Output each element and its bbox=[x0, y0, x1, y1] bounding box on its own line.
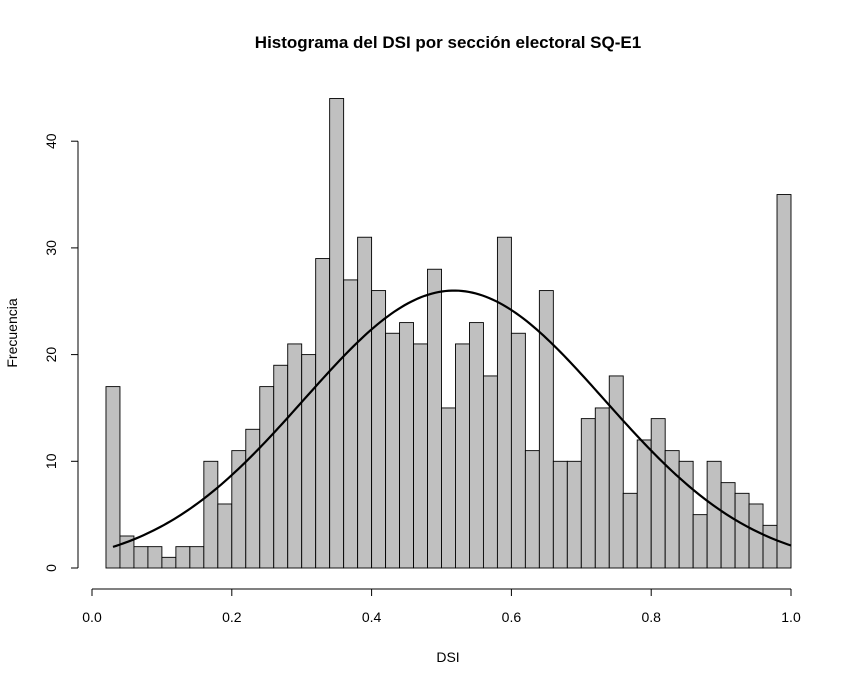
histogram-bar bbox=[552, 460, 568, 569]
histogram-bar bbox=[315, 258, 331, 569]
histogram-bar bbox=[371, 290, 387, 569]
histogram-bar bbox=[720, 482, 736, 569]
x-tick-label: 0.8 bbox=[641, 609, 661, 625]
histogram-bar bbox=[133, 546, 149, 569]
histogram-bar bbox=[203, 460, 219, 569]
histogram-bar bbox=[706, 460, 722, 569]
bars-group bbox=[105, 98, 792, 569]
histogram-bar bbox=[161, 556, 177, 569]
histogram-bar bbox=[566, 460, 582, 569]
y-tick-label: 0 bbox=[43, 564, 59, 572]
chart-title: Histograma del DSI por sección electoral… bbox=[255, 33, 641, 52]
histogram-bar bbox=[259, 386, 275, 569]
histogram-bar bbox=[594, 407, 610, 569]
histogram-bar bbox=[762, 524, 778, 569]
y-axis: 0 10 20 30 40 bbox=[43, 133, 79, 572]
histogram-bar bbox=[175, 546, 191, 569]
normal-density-curve bbox=[112, 289, 792, 548]
y-tick-label: 20 bbox=[43, 347, 59, 363]
histogram-bar bbox=[538, 290, 554, 569]
y-tick-label: 40 bbox=[43, 133, 59, 149]
x-tick-label: 0.6 bbox=[502, 609, 522, 625]
histogram-bar bbox=[399, 322, 414, 569]
histogram-bar bbox=[385, 332, 401, 569]
x-tick-label: 1.0 bbox=[781, 609, 801, 625]
histogram-bar bbox=[510, 332, 526, 569]
histogram-bar bbox=[413, 343, 428, 569]
histogram-bar bbox=[105, 386, 121, 569]
histogram-bar bbox=[357, 236, 373, 569]
histogram-bar bbox=[580, 418, 596, 569]
histogram-bar bbox=[748, 503, 764, 569]
histogram-bar bbox=[217, 503, 233, 569]
histogram-bar bbox=[734, 492, 750, 569]
histogram-bar bbox=[469, 322, 484, 569]
histogram-bar bbox=[678, 460, 694, 569]
histogram-bar bbox=[496, 236, 512, 569]
histogram-bar bbox=[287, 343, 303, 569]
y-tick-label: 10 bbox=[43, 453, 59, 469]
histogram-bar bbox=[650, 418, 666, 569]
y-axis-label: Frecuencia bbox=[4, 298, 20, 367]
x-tick-label: 0.4 bbox=[362, 609, 382, 625]
histogram-bar bbox=[427, 268, 442, 569]
histogram-bar bbox=[189, 546, 205, 569]
histogram-bar bbox=[343, 279, 359, 569]
histogram-bar bbox=[301, 354, 317, 569]
histogram-bar bbox=[273, 364, 289, 569]
histogram-bar bbox=[776, 194, 792, 569]
histogram-bar bbox=[455, 343, 470, 569]
histogram-bar bbox=[329, 98, 345, 569]
histogram-bar bbox=[622, 492, 638, 569]
histogram-bar bbox=[608, 375, 624, 569]
y-tick-label: 30 bbox=[43, 240, 59, 256]
x-tick-label: 0.2 bbox=[222, 609, 242, 625]
histogram-bar bbox=[664, 450, 680, 569]
x-axis: 0.0 0.2 0.4 0.6 0.8 1.0 bbox=[82, 588, 801, 625]
histogram-bar bbox=[524, 450, 540, 569]
histogram-bar bbox=[692, 514, 708, 569]
x-axis-label: DSI bbox=[436, 649, 459, 665]
histogram-bar bbox=[482, 375, 498, 569]
histogram-bar bbox=[147, 546, 163, 569]
histogram-bar bbox=[636, 439, 652, 569]
histogram-bar bbox=[441, 407, 456, 569]
x-tick-label: 0.0 bbox=[82, 609, 102, 625]
